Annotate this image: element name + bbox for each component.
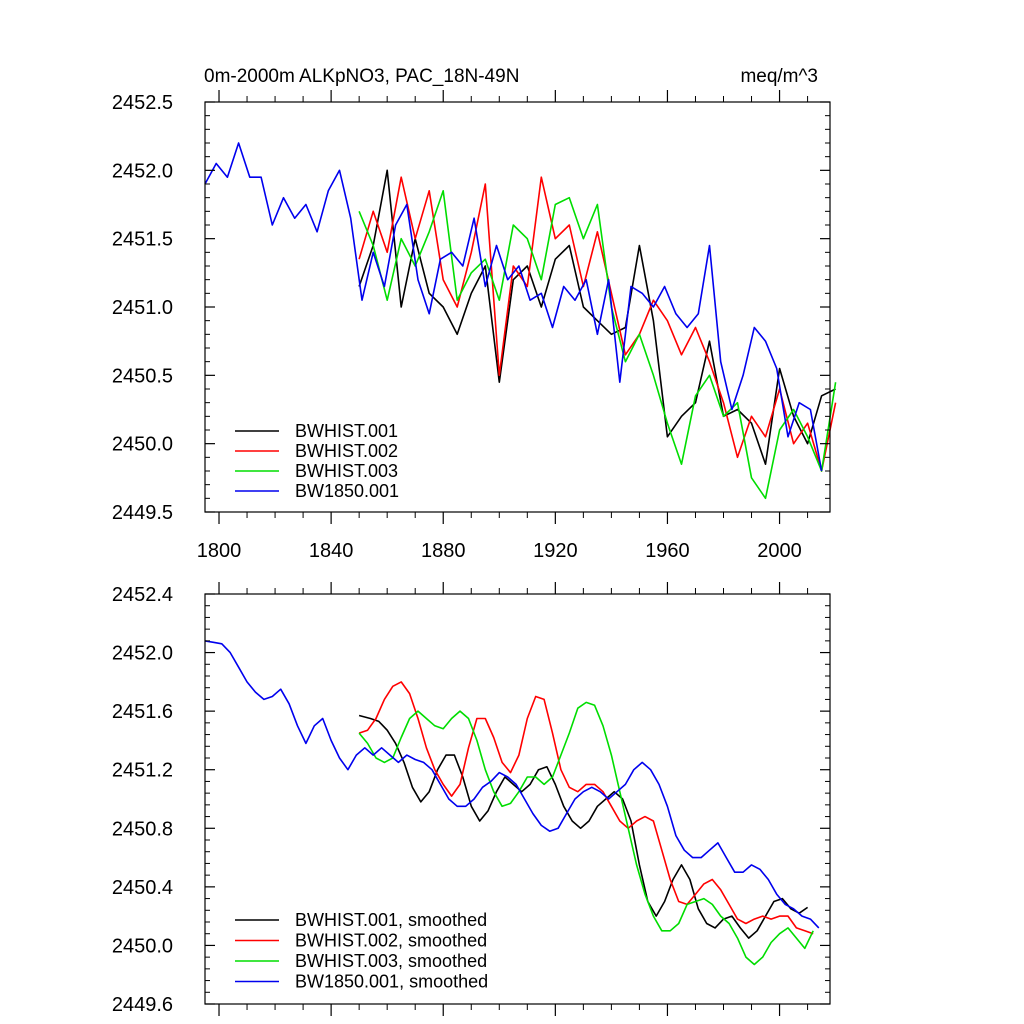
legend-label: BWHIST.003 — [295, 461, 398, 481]
x-axis-ticks: 1800 1840 1880 1920 1960 2000 — [197, 90, 809, 562]
y-tick-label: 2452.4 — [112, 584, 173, 606]
legend-label: BWHIST.002 — [295, 441, 398, 461]
legend-label: BWHIST.001 — [295, 421, 398, 441]
x-axis-ticks — [218, 582, 809, 1016]
y-tick-label: 2451.0 — [112, 297, 173, 319]
series-line-3 — [204, 640, 820, 929]
top-panel: 2449.5 2450.0 2450.5 2451.0 2451.5 2452.0 2452… — [112, 90, 837, 562]
series-line-2 — [358, 190, 837, 500]
x-tick-label: 1840 — [309, 540, 354, 562]
y-axis-ticks: 2449.5 2450.0 2450.5 2451.0 2451.5 2452.0 2452… — [112, 92, 830, 524]
series-lines — [204, 640, 820, 966]
y-tick-label: 2450.0 — [112, 935, 173, 957]
y-tick-label: 2450.8 — [112, 818, 173, 840]
legend-label: BW1850.001 — [295, 481, 399, 501]
y-tick-label: 2450.4 — [112, 877, 173, 899]
y-tick-label: 2449.6 — [112, 994, 173, 1016]
series-lines — [204, 142, 837, 500]
y-tick-label: 2452.0 — [112, 643, 173, 665]
series-line-1 — [358, 681, 814, 935]
series-line-2 — [358, 701, 814, 966]
y-tick-label: 2450.5 — [112, 365, 173, 387]
y-tick-label: 2451.2 — [112, 760, 173, 782]
y-tick-label: 2452.5 — [112, 92, 173, 114]
x-tick-label: 1920 — [533, 540, 578, 562]
legend-label: BWHIST.002, smoothed — [295, 931, 487, 951]
x-tick-label: 1880 — [421, 540, 466, 562]
x-tick-label: 1800 — [197, 540, 242, 562]
y-axis-ticks: 2449.6 2450.0 2450.4 2450.8 2451.2 2451.6 2452… — [112, 584, 830, 1016]
y-tick-label: 2449.5 — [112, 502, 173, 524]
chart-title: 0m-2000m ALKpNO3, PAC_18N-49N — [204, 66, 519, 87]
y-tick-label: 2451.6 — [112, 701, 173, 723]
series-line-0 — [358, 169, 836, 465]
x-tick-label: 1960 — [645, 540, 690, 562]
legend-label: BWHIST.001, smoothed — [295, 910, 487, 930]
y-tick-label: 2450.0 — [112, 434, 173, 456]
y-tick-label: 2452.0 — [112, 160, 173, 182]
units-label: meq/m^3 — [740, 66, 818, 87]
x-tick-label: 2000 — [757, 540, 802, 562]
plot-frame — [204, 593, 831, 1005]
y-tick-label: 2451.5 — [112, 229, 173, 251]
series-line-1 — [358, 176, 837, 472]
legend-label: BWHIST.003, smoothed — [295, 951, 487, 971]
series-line-3 — [204, 142, 823, 472]
bottom-panel: 2449.6 2450.0 2450.4 2450.8 2451.2 2451.6 2452… — [112, 582, 831, 1016]
legend-label: BW1850.001, smoothed — [295, 972, 488, 992]
